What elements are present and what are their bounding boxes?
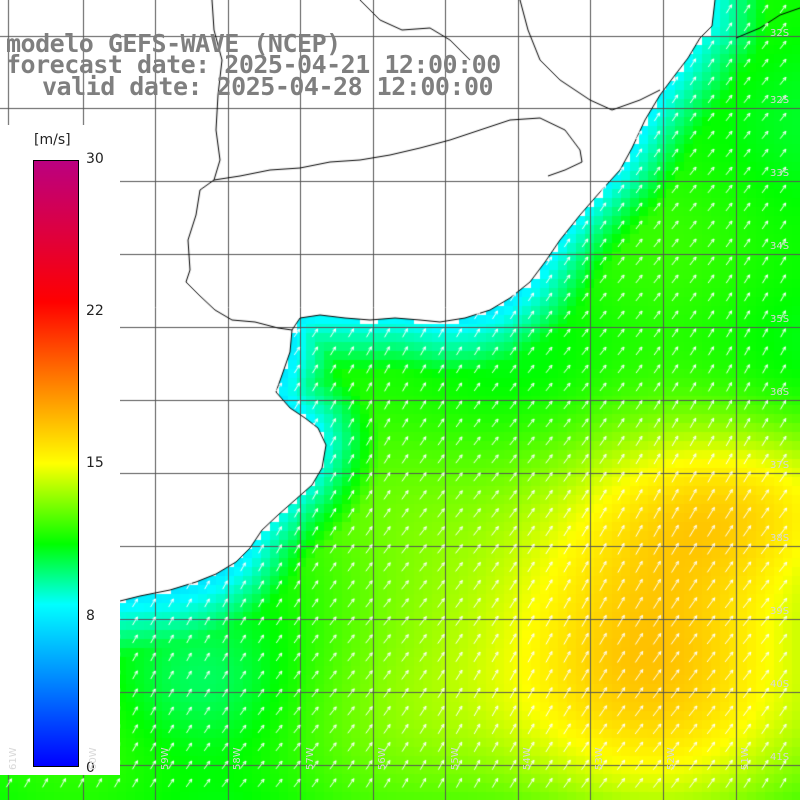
- lat-label-41s: 41S: [770, 752, 790, 763]
- colorbar-unit: [m/s]: [34, 132, 71, 148]
- lon-label-54w: 54W: [522, 747, 533, 770]
- colorbar-tick-8: 8: [86, 608, 95, 624]
- lon-label-59w: 59W: [160, 747, 171, 770]
- lat-label-36s: 36S: [770, 387, 790, 398]
- colorbar-tick-22: 22: [86, 303, 104, 319]
- colorbar-tick-15: 15: [86, 455, 104, 471]
- lat-label-32s: 32S: [770, 28, 790, 39]
- lon-label-57w: 57W: [305, 747, 316, 770]
- lon-label-53w: 53W: [594, 747, 605, 770]
- colorbar: [33, 160, 79, 767]
- forecast-date: forecast date: 2025-04-21 12:00:00: [6, 50, 501, 79]
- lat-label-40s: 40S: [770, 679, 790, 690]
- colorbar-tick-30: 30: [86, 151, 104, 167]
- lat-label-38s: 38S: [770, 533, 790, 544]
- colorbar-tick-0: 0: [86, 760, 95, 776]
- lat-label-33s: 32S: [770, 95, 790, 106]
- lon-label-52w: 52W: [666, 747, 677, 770]
- lat-label-35s: 35S: [770, 314, 790, 325]
- valid-date: valid date: 2025-04-28 12:00:00: [42, 72, 494, 101]
- model-title: modelo GEFS-WAVE (NCEP): [6, 29, 341, 58]
- lon-label-60w: 60W: [88, 747, 99, 770]
- lat-label-37s: 37S: [770, 460, 790, 471]
- lon-label-61w: 61W: [8, 747, 19, 770]
- lon-label-56w: 56W: [377, 747, 388, 770]
- lat-label-33s-b: 33S: [770, 168, 790, 179]
- lon-label-51w: 51W: [740, 747, 751, 770]
- lat-label-34s: 34S: [770, 241, 790, 252]
- lon-label-58w: 58W: [232, 747, 243, 770]
- lat-label-39s: 39S: [770, 606, 790, 617]
- lon-label-55w: 55W: [450, 747, 461, 770]
